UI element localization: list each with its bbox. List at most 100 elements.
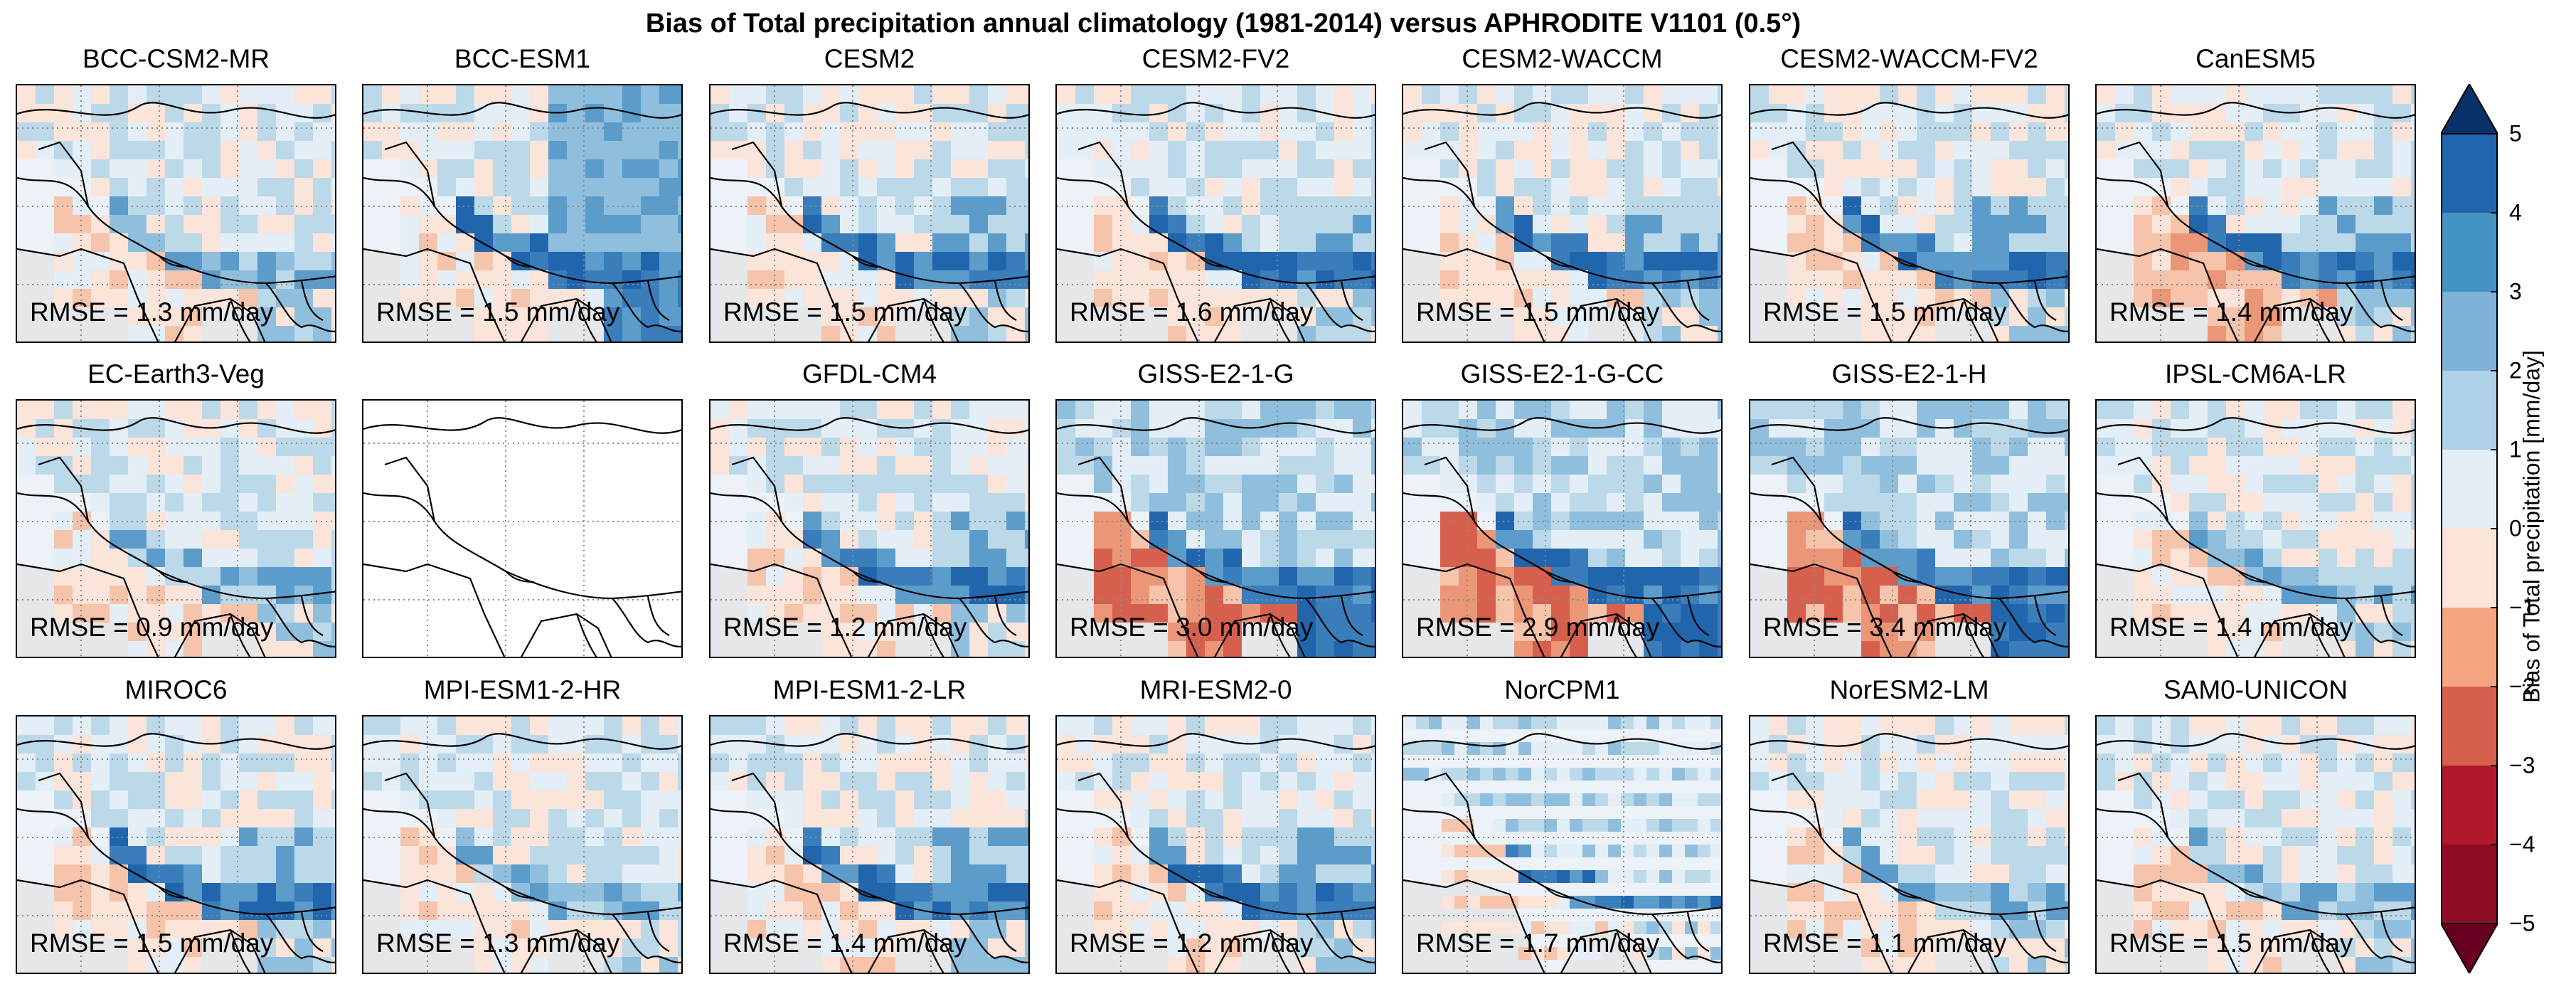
bias-cell	[2134, 586, 2152, 604]
bias-cell	[437, 122, 456, 141]
bias-cell	[988, 957, 1006, 973]
bias-cell	[183, 586, 202, 604]
bias-cell	[276, 586, 294, 604]
bias-cell	[1681, 567, 1699, 586]
bias-cell	[2046, 604, 2065, 623]
bias-cell	[567, 864, 585, 883]
bias-cell	[165, 289, 183, 307]
bias-cell	[2171, 438, 2189, 456]
bias-cell	[1260, 159, 1279, 178]
bias-cell	[54, 401, 73, 419]
bias-cell	[1186, 790, 1205, 809]
bias-cell	[784, 901, 803, 920]
bias-cell	[1223, 122, 1242, 141]
bias-cell	[2226, 957, 2245, 973]
bias-cell	[1570, 178, 1588, 196]
bias-cell	[1551, 456, 1570, 475]
country-border	[229, 929, 251, 973]
bias-cell	[1186, 456, 1205, 475]
bias-cell	[1898, 920, 1917, 938]
bias-cell	[784, 772, 803, 790]
bias-cell	[803, 753, 821, 772]
bias-cell	[1644, 326, 1662, 342]
bias-cell	[313, 159, 331, 178]
bias-cell	[641, 864, 659, 883]
bias-cell	[1750, 122, 1769, 141]
bias-cell	[803, 716, 821, 735]
bias-cell	[1371, 846, 1375, 864]
rmse-label: RMSE = 1.7 mm/day	[1416, 929, 1660, 958]
bias-cell	[2171, 401, 2189, 419]
map-frame: RMSE = 1.5 mm/day	[16, 715, 336, 974]
bias-cell	[2337, 772, 2356, 790]
country-border	[731, 141, 783, 207]
bias-cell	[2300, 790, 2319, 809]
bias-cell	[1260, 753, 1279, 772]
bias-cell	[183, 641, 202, 657]
bias-cell	[511, 289, 530, 307]
bias-cell	[147, 159, 165, 178]
bias-cell	[877, 456, 895, 475]
bias-cell	[1917, 475, 1935, 493]
bias-cell	[951, 122, 969, 141]
bias-cell	[988, 178, 1006, 196]
bias-cell	[147, 641, 165, 657]
bias-cell	[165, 159, 183, 178]
country-border	[731, 772, 783, 838]
country-border	[229, 613, 251, 657]
bias-cell	[969, 85, 988, 104]
bias-cell	[622, 864, 641, 883]
country-border	[646, 911, 670, 952]
bias-cell	[257, 270, 276, 289]
bias-cell	[2300, 809, 2319, 827]
rmse-label: RMSE = 1.4 mm/day	[723, 929, 967, 958]
bias-cell	[1917, 846, 1935, 864]
bias-cell	[1570, 604, 1588, 623]
bias-cell	[2245, 438, 2263, 456]
bias-cell	[1699, 233, 1718, 252]
bias-cell	[511, 252, 530, 270]
bias-cell	[840, 864, 858, 883]
bias-cell	[2171, 104, 2189, 122]
bias-cell	[2337, 122, 2356, 141]
bias-cell	[2065, 901, 2068, 920]
bias-cell	[1898, 141, 1917, 159]
bias-cell	[678, 307, 681, 326]
bias-cell	[294, 493, 313, 512]
bias-cell	[659, 85, 678, 104]
bias-cell	[932, 753, 951, 772]
bias-cell	[2263, 270, 2282, 289]
bias-cell	[2411, 270, 2415, 289]
bias-cell	[294, 530, 313, 549]
bias-cell	[1477, 122, 1496, 141]
bias-cell	[840, 252, 858, 270]
bias-cell	[257, 215, 276, 233]
bias-cell	[1699, 141, 1718, 159]
bias-cell	[2097, 753, 2115, 772]
bias-cell	[821, 85, 840, 104]
bias-cell	[456, 85, 474, 104]
bias-cell	[2226, 549, 2245, 567]
bias-cell	[1533, 419, 1551, 438]
bias-cell	[951, 178, 969, 196]
map-panel: MPI-ESM1-2-HR RMSE = 1.3 mm/day	[362, 675, 683, 974]
bias-cell	[1260, 289, 1279, 307]
bias-cell	[951, 326, 969, 342]
bias-cell	[1644, 252, 1662, 270]
map-frame: RMSE = 1.4 mm/day	[709, 715, 1030, 974]
bias-cell	[437, 716, 456, 735]
bias-cell	[2009, 586, 2028, 604]
bias-cell	[1954, 512, 1972, 530]
bias-cell	[877, 809, 895, 827]
bias-cell	[747, 475, 766, 493]
bias-cell	[2046, 233, 2065, 252]
bias-cell	[1533, 475, 1551, 493]
bias-cell	[1662, 215, 1681, 233]
bias-cell	[895, 772, 914, 790]
bias-cell	[1644, 567, 1662, 586]
bias-cell	[2282, 438, 2300, 456]
bias-cell	[1260, 790, 1279, 809]
bias-cell	[1843, 141, 1861, 159]
bias-cell	[1954, 122, 1972, 141]
rmse-label: RMSE = 1.1 mm/day	[1763, 929, 2007, 958]
